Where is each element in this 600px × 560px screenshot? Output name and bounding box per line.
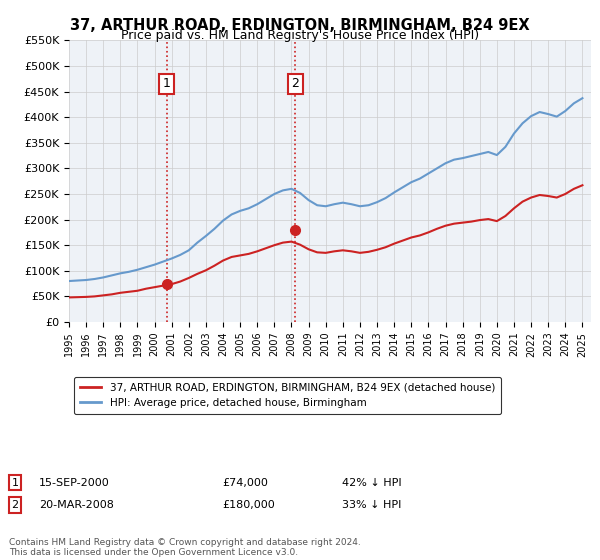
- Text: 20-MAR-2008: 20-MAR-2008: [39, 500, 114, 510]
- Text: 1: 1: [11, 478, 19, 488]
- Text: 2: 2: [292, 77, 299, 90]
- Text: 37, ARTHUR ROAD, ERDINGTON, BIRMINGHAM, B24 9EX: 37, ARTHUR ROAD, ERDINGTON, BIRMINGHAM, …: [70, 18, 530, 33]
- Text: 1: 1: [163, 77, 170, 90]
- Text: Price paid vs. HM Land Registry's House Price Index (HPI): Price paid vs. HM Land Registry's House …: [121, 29, 479, 42]
- Text: 42% ↓ HPI: 42% ↓ HPI: [342, 478, 401, 488]
- Text: £180,000: £180,000: [222, 500, 275, 510]
- Text: Contains HM Land Registry data © Crown copyright and database right 2024.
This d: Contains HM Land Registry data © Crown c…: [9, 538, 361, 557]
- Text: 15-SEP-2000: 15-SEP-2000: [39, 478, 110, 488]
- Text: £74,000: £74,000: [222, 478, 268, 488]
- Text: 2: 2: [11, 500, 19, 510]
- Text: 33% ↓ HPI: 33% ↓ HPI: [342, 500, 401, 510]
- Legend: 37, ARTHUR ROAD, ERDINGTON, BIRMINGHAM, B24 9EX (detached house), HPI: Average p: 37, ARTHUR ROAD, ERDINGTON, BIRMINGHAM, …: [74, 376, 501, 414]
